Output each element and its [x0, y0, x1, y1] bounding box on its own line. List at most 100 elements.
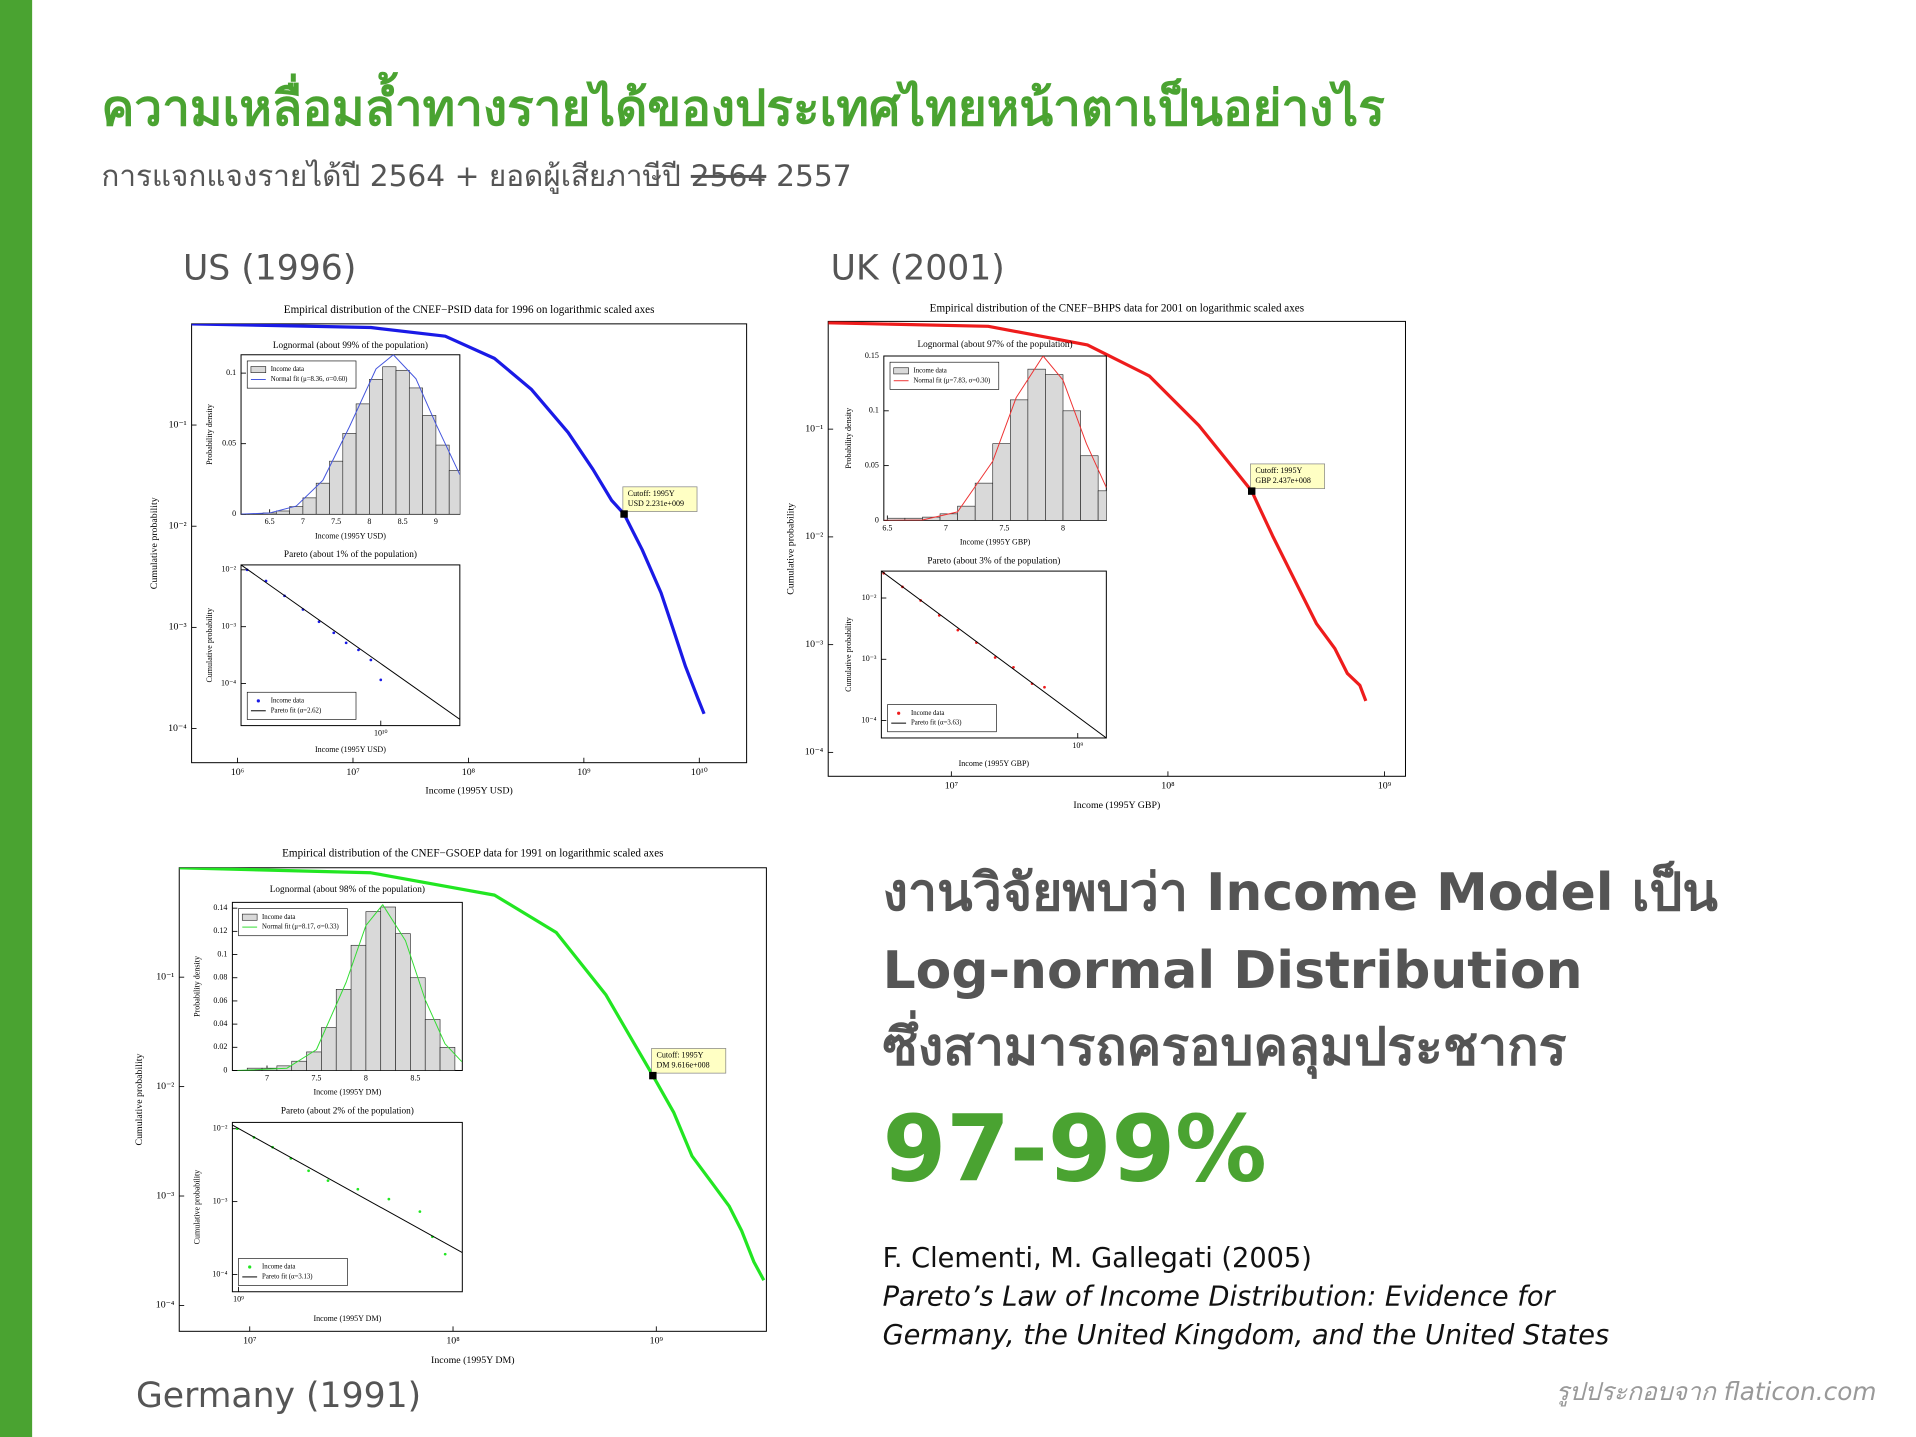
y-tick-label: 10⁻² [221, 565, 236, 574]
cdf-line [828, 321, 1368, 702]
x-tick-label: 10⁸ [462, 767, 476, 778]
data-point [356, 1187, 360, 1191]
legend-label: Normal fit (μ=7.83, σ=0.30) [913, 377, 990, 384]
legend-box [238, 1258, 348, 1286]
histogram-bar [291, 1060, 307, 1071]
data-point [956, 628, 960, 632]
legend-swatch [897, 711, 901, 715]
x-tick-label: 7.5 [331, 517, 341, 526]
y-tick-label: 10⁻³ [169, 622, 187, 633]
plot-area [883, 356, 1107, 521]
y-tick-label: 10⁻³ [156, 1190, 174, 1201]
y-tick-label: 10⁻⁴ [212, 1269, 227, 1278]
x-tick-label: 10⁷ [945, 780, 959, 791]
legend-label: Income data [271, 697, 304, 704]
x-tick-label: 10¹⁰ [374, 728, 388, 737]
y-tick-label: 0.08 [213, 973, 227, 982]
x-tick-label: 10⁹ [233, 1295, 244, 1304]
y-tick-label: 0.06 [213, 996, 227, 1005]
legend-label: Income data [911, 710, 944, 717]
x-tick-label: 6.5 [265, 517, 275, 526]
y-tick-label: 0.15 [865, 351, 879, 360]
y-tick-label: 10⁻² [213, 1124, 228, 1133]
fit-line [232, 1124, 463, 1253]
fit-line [241, 564, 460, 720]
y-tick-label: 0.02 [213, 1042, 227, 1051]
y-tick-label: 0.14 [213, 903, 227, 912]
y-tick-label: 0.1 [217, 949, 227, 958]
data-point [418, 1210, 422, 1213]
x-tick-label: 8 [364, 1073, 368, 1082]
y-tick-label: 0.12 [213, 926, 227, 935]
legend-swatch [241, 913, 258, 921]
histogram-bar [275, 510, 290, 515]
subtitle-text: การแจกแจงรายได้ปี 2564 + ยอดผู้เสียภาษีป… [101, 157, 681, 193]
y-tick-label: 10⁻¹ [156, 971, 174, 982]
x-tick-label: 7 [944, 523, 948, 532]
x-axis-label: Income (1995Y GBP) [959, 759, 1030, 768]
x-tick-label: 8 [367, 517, 371, 526]
finding-line: งานวิจัยพบว่า Income Model เป็น [883, 861, 1719, 923]
y-axis-label: Cumulative probability [134, 1054, 145, 1146]
data-point [369, 658, 373, 662]
plot-title: Empirical distribution of the CNEF−BHPS … [930, 303, 1304, 315]
y-tick-label: 0 [875, 515, 879, 524]
fit-line [881, 571, 1107, 738]
plot-title: Pareto (about 1% of the population) [284, 550, 417, 560]
x-axis-label: Income (1995Y USD) [315, 531, 386, 540]
annotation-text: DM 9.616e+008 [657, 1061, 710, 1070]
annotation-box [622, 486, 698, 512]
plot-area [828, 321, 1368, 702]
y-tick-label: 10⁻⁴ [168, 723, 187, 734]
x-tick-label: 10⁹ [650, 1335, 664, 1346]
finding-line: Log-normal Distribution [883, 941, 1583, 1001]
legend-label: Income data [271, 366, 304, 373]
data-point [357, 648, 360, 652]
plot-title: Pareto (about 2% of the population) [281, 1106, 414, 1116]
y-tick-label: 10⁻³ [221, 622, 236, 631]
legend-label: Income data [913, 367, 946, 374]
y-tick-label: 10⁻¹ [805, 423, 823, 434]
x-tick-label: 7.5 [999, 523, 1009, 532]
y-tick-label: 10⁻⁴ [861, 715, 876, 724]
data-point [317, 620, 321, 624]
plot-title: Pareto (about 3% of the population) [927, 556, 1060, 566]
y-tick-label: 10⁻² [169, 520, 187, 531]
x-tick-label: 10⁸ [1161, 780, 1175, 791]
finding-highlight: 97-99% [883, 1096, 1267, 1203]
x-tick-label: 10⁸ [446, 1335, 460, 1346]
cdf-line [191, 323, 706, 715]
image-credit: รูปประกอบจาก flaticon.com [1556, 1377, 1877, 1407]
legend-swatch [893, 367, 909, 375]
y-tick-label: 0.05 [222, 439, 236, 448]
y-tick-label: 10⁻² [862, 593, 877, 602]
plot-area [191, 323, 706, 715]
histogram-bar [435, 444, 450, 515]
y-tick-label: 10⁻² [156, 1081, 174, 1092]
x-tick-label: 7 [265, 1073, 269, 1082]
histogram-bar [408, 387, 423, 515]
annotation-text: GBP 2.437e+008 [1255, 476, 1310, 485]
y-axis-label: Cumulative probability [205, 608, 214, 683]
x-tick-label: 10⁷ [346, 767, 360, 778]
y-axis-label: Cumulative probability [785, 503, 796, 595]
panel-label: Germany (1991) [136, 1376, 421, 1416]
plot-title: Lognormal (about 99% of the population) [273, 341, 428, 351]
y-tick-label: 0.1 [226, 368, 236, 377]
annotation-text: Cutoff: 1995Y [1255, 466, 1302, 475]
x-axis-label: Income (1995Y DM) [431, 1355, 515, 1366]
histogram-bar [342, 433, 357, 515]
x-tick-label: 10¹⁰ [691, 767, 708, 778]
legend-label: Income data [262, 1264, 295, 1271]
histogram-bar [369, 379, 384, 515]
fit-line [241, 354, 460, 515]
slide-title: ความเหลื่อมล้ำทางรายได้ของประเทศไทยหน้าต… [101, 71, 1385, 137]
histogram-bar [350, 944, 367, 1071]
y-tick-label: 10⁻⁴ [221, 678, 236, 687]
legend-box [238, 908, 348, 937]
cutoff-marker [1247, 487, 1256, 495]
annotation-box [1250, 463, 1326, 490]
histogram-bar [1027, 368, 1046, 521]
